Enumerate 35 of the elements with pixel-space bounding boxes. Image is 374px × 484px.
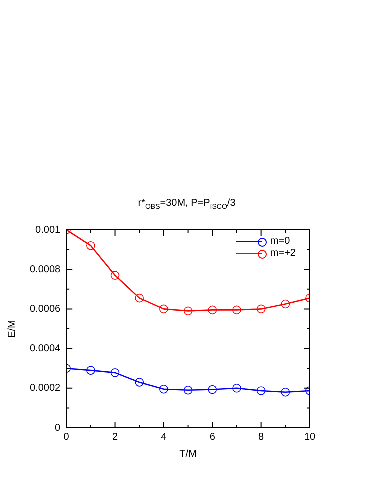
x-tick-label: 8 [258, 432, 265, 443]
point [135, 294, 144, 303]
y-tick-label: 0.0008 [30, 264, 62, 276]
point [208, 306, 218, 315]
y-tick-label: 0.0002 [30, 383, 62, 394]
point [86, 366, 96, 375]
y-tick-label: 0.0006 [30, 304, 62, 315]
point [256, 386, 266, 396]
point [160, 384, 168, 394]
x-tick-label: 4 [161, 432, 168, 443]
x-tick-label: 6 [210, 432, 216, 443]
x-tick-label: 2 [112, 432, 118, 443]
point [208, 385, 218, 394]
y-tick-label: 0 [55, 422, 62, 434]
point [232, 306, 242, 315]
x-axis-title: T/M [180, 448, 197, 460]
x-tick-label: 0 [64, 432, 70, 443]
y-axis-title: E/M [6, 320, 18, 338]
point [160, 304, 168, 314]
legend-label: m=+2 [270, 248, 296, 260]
point [281, 300, 290, 309]
legend-label: m=0 [270, 236, 290, 248]
point [86, 241, 96, 250]
point [184, 386, 193, 395]
y-tick-label: 0.0004 [30, 344, 62, 355]
point [110, 368, 120, 378]
chart-title: r*$_{OBS}$=30M, P=P$_{ISCO}$/3 [137, 198, 237, 211]
point [281, 388, 290, 397]
point [110, 271, 120, 280]
point [232, 384, 242, 393]
point [256, 304, 266, 314]
y-tick-label: 0.001 [36, 224, 62, 236]
point [184, 306, 193, 316]
point [135, 378, 144, 387]
x-tick-label: 10 [304, 432, 316, 443]
